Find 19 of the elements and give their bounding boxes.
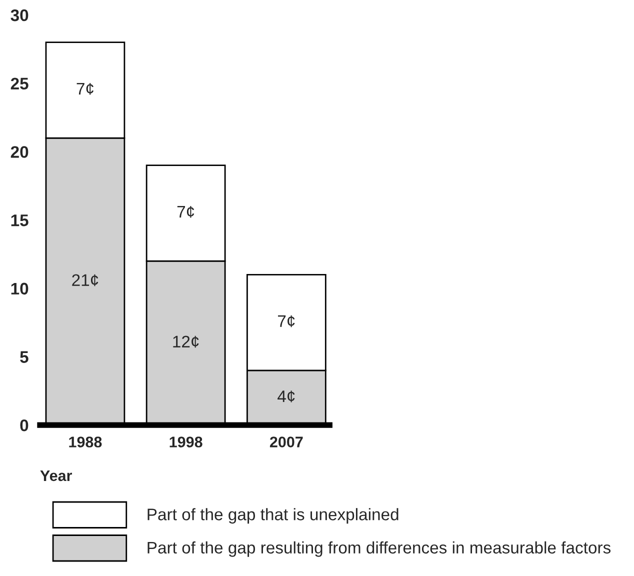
data-label: 12¢ (173, 336, 199, 348)
y-tick-label: 0 (20, 419, 28, 432)
data-label: 7¢ (76, 83, 94, 95)
y-tick-label: 30 (10, 9, 28, 22)
x-tick-label: 1998 (170, 436, 202, 448)
y-tick-label: 5 (20, 351, 28, 363)
legend-label: Part of the gap resulting from differences in measurable factors (148, 541, 611, 557)
y-tick-label: 20 (10, 146, 28, 158)
x-axis-title: Year (40, 470, 72, 482)
legend-label: Part of the gap that is unexplained (148, 508, 398, 524)
data-label: 7¢ (177, 206, 194, 218)
x-tick-label: 2007 (270, 436, 303, 448)
data-label: 21¢ (72, 274, 98, 286)
data-label: 7¢ (278, 315, 295, 328)
x-tick-label: 1988 (69, 436, 102, 448)
data-label: 4¢ (278, 390, 295, 402)
y-tick-label: 15 (11, 214, 28, 226)
y-tick-label: 10 (11, 282, 28, 295)
y-tick-label: 25 (10, 78, 28, 90)
